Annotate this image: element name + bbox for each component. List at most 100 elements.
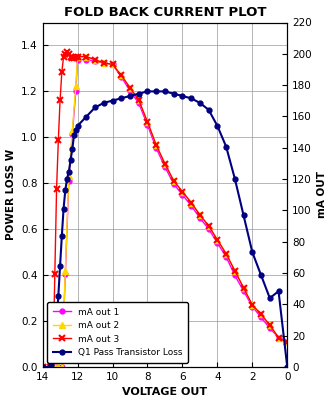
mA out 2 — [172, 179, 176, 183]
mA out 1 — [180, 192, 184, 197]
mA out 1 — [119, 75, 123, 79]
mA out 2 — [163, 161, 167, 166]
mA out 3 — [56, 138, 60, 143]
Q1 Pass Transistor Loss — [65, 176, 69, 181]
mA out 3 — [111, 62, 115, 67]
mA out 3 — [60, 70, 64, 75]
Y-axis label: mA OUT: mA OUT — [317, 171, 327, 218]
mA out 3 — [172, 179, 176, 183]
mA out 1 — [128, 88, 132, 93]
mA out 2 — [146, 119, 150, 124]
mA out 3 — [163, 161, 167, 166]
mA out 2 — [74, 84, 78, 89]
Q1 Pass Transistor Loss — [76, 123, 80, 128]
Q1 Pass Transistor Loss — [93, 105, 97, 110]
mA out 1 — [67, 179, 71, 183]
mA out 2 — [180, 189, 184, 194]
mA out 1 — [41, 365, 45, 370]
mA out 2 — [224, 251, 228, 256]
mA out 3 — [41, 365, 45, 370]
mA out 2 — [56, 365, 60, 370]
mA out 3 — [55, 186, 59, 191]
mA out 3 — [189, 200, 193, 205]
Q1 Pass Transistor Loss — [276, 289, 280, 294]
Q1 Pass Transistor Loss — [285, 365, 289, 370]
mA out 2 — [102, 60, 106, 65]
Q1 Pass Transistor Loss — [180, 93, 184, 98]
mA out 2 — [207, 223, 211, 228]
Q1 Pass Transistor Loss — [56, 293, 60, 298]
Q1 Pass Transistor Loss — [163, 89, 167, 94]
Q1 Pass Transistor Loss — [119, 96, 123, 101]
mA out 1 — [63, 272, 67, 276]
mA out 1 — [198, 216, 202, 220]
mA out 1 — [76, 57, 80, 62]
mA out 1 — [163, 164, 167, 169]
mA out 3 — [146, 119, 150, 124]
mA out 2 — [241, 285, 245, 290]
mA out 2 — [128, 85, 132, 90]
Q1 Pass Transistor Loss — [53, 344, 57, 349]
Q1 Pass Transistor Loss — [215, 123, 219, 128]
mA out 3 — [268, 323, 272, 328]
mA out 2 — [259, 312, 263, 317]
mA out 2 — [276, 335, 280, 340]
Q1 Pass Transistor Loss — [233, 176, 237, 181]
mA out 2 — [70, 129, 74, 133]
mA out 1 — [285, 340, 289, 345]
Y-axis label: POWER LOSS W: POWER LOSS W — [6, 149, 16, 240]
Q1 Pass Transistor Loss — [63, 188, 67, 193]
mA out 3 — [72, 56, 76, 60]
Line: Q1 Pass Transistor Loss: Q1 Pass Transistor Loss — [40, 89, 290, 370]
mA out 1 — [146, 123, 150, 127]
Q1 Pass Transistor Loss — [198, 100, 202, 105]
mA out 2 — [93, 57, 97, 62]
Q1 Pass Transistor Loss — [146, 89, 150, 94]
mA out 1 — [250, 304, 254, 309]
mA out 2 — [41, 365, 45, 370]
Q1 Pass Transistor Loss — [41, 365, 45, 370]
mA out 1 — [276, 335, 280, 340]
mA out 3 — [233, 268, 237, 273]
mA out 3 — [63, 51, 67, 56]
mA out 3 — [241, 285, 245, 290]
Q1 Pass Transistor Loss — [137, 91, 141, 96]
mA out 2 — [250, 303, 254, 307]
mA out 2 — [268, 323, 272, 328]
mA out 3 — [76, 54, 80, 59]
mA out 3 — [180, 189, 184, 194]
mA out 1 — [84, 57, 88, 62]
mA out 3 — [198, 212, 202, 217]
mA out 3 — [137, 98, 141, 102]
Q1 Pass Transistor Loss — [70, 146, 74, 151]
mA out 1 — [49, 365, 53, 370]
X-axis label: VOLTAGE OUT: VOLTAGE OUT — [122, 387, 207, 397]
mA out 1 — [259, 315, 263, 320]
mA out 3 — [215, 237, 219, 242]
mA out 1 — [70, 132, 74, 137]
mA out 3 — [84, 54, 88, 59]
mA out 2 — [60, 365, 64, 370]
mA out 3 — [259, 312, 263, 317]
mA out 1 — [215, 241, 219, 245]
mA out 1 — [53, 365, 57, 370]
mA out 2 — [49, 365, 53, 370]
mA out 3 — [58, 98, 62, 102]
mA out 2 — [233, 268, 237, 273]
Q1 Pass Transistor Loss — [84, 114, 88, 119]
Title: FOLD BACK CURRENT PLOT: FOLD BACK CURRENT PLOT — [64, 6, 266, 19]
Q1 Pass Transistor Loss — [62, 206, 66, 211]
mA out 3 — [62, 54, 66, 59]
mA out 3 — [224, 251, 228, 256]
mA out 2 — [137, 98, 141, 102]
Q1 Pass Transistor Loss — [58, 264, 62, 268]
Q1 Pass Transistor Loss — [102, 100, 106, 105]
mA out 3 — [102, 60, 106, 65]
Q1 Pass Transistor Loss — [207, 107, 211, 112]
Q1 Pass Transistor Loss — [60, 234, 64, 239]
Q1 Pass Transistor Loss — [111, 98, 115, 103]
mA out 3 — [74, 54, 78, 59]
mA out 2 — [189, 200, 193, 205]
mA out 3 — [250, 303, 254, 307]
Legend: mA out 1, mA out 2, mA out 3, Q1 Pass Transistor Loss: mA out 1, mA out 2, mA out 3, Q1 Pass Tr… — [47, 302, 188, 363]
